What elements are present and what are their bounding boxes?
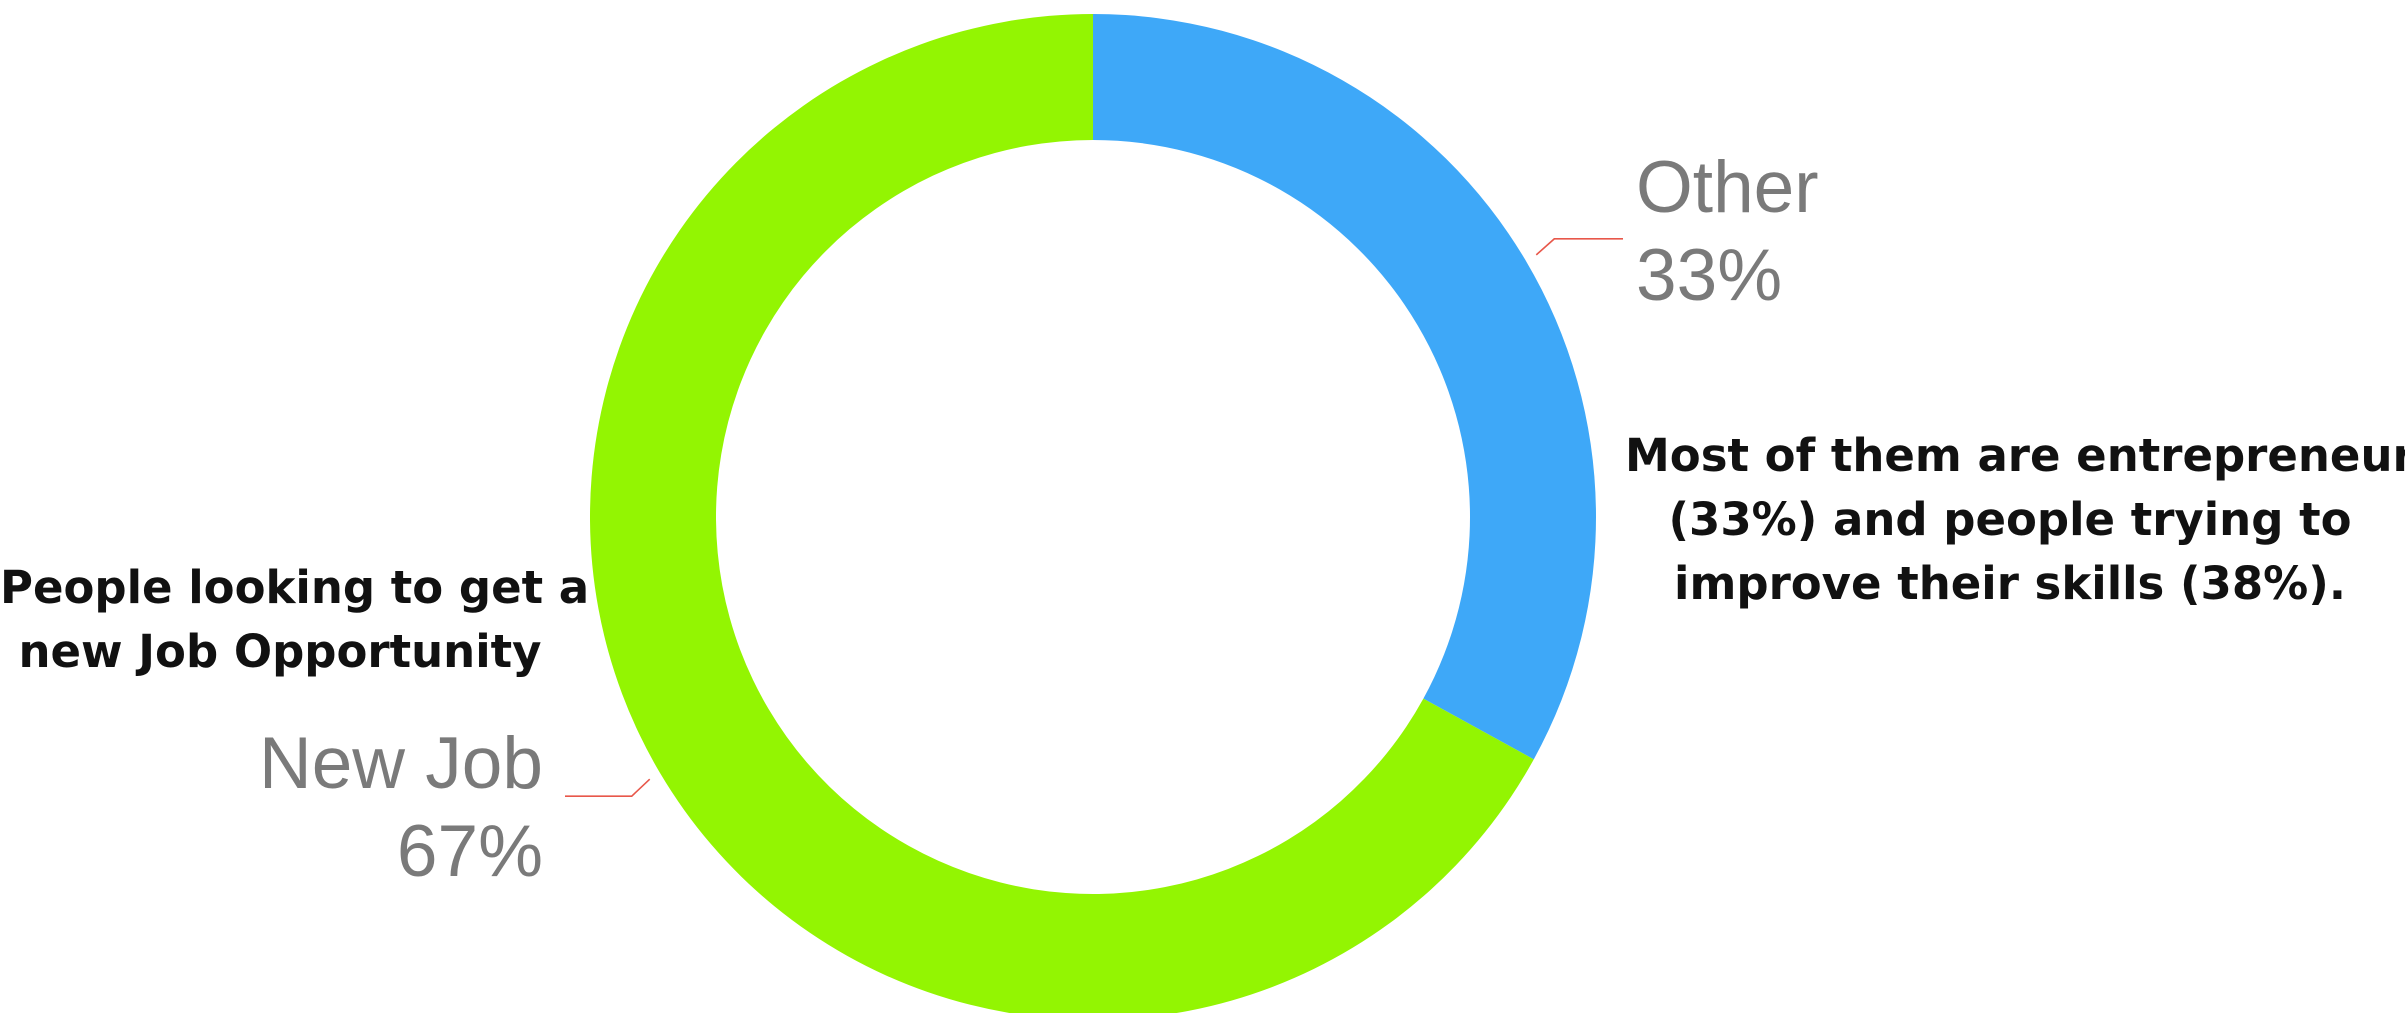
slice-percent-new-job: 67% xyxy=(396,811,543,892)
slice-name-new-job: New Job xyxy=(258,723,543,804)
annotation-right: Most of them are entrepreneurs (33%) and… xyxy=(1625,424,2405,616)
annotation-left: People looking to get a new Job Opportun… xyxy=(0,556,590,684)
annotation-right-line-3: improve their skills (38%). xyxy=(1674,557,2346,610)
leader-line-other xyxy=(1535,238,1623,256)
slice-label-other: Other 33% xyxy=(1636,144,1819,320)
annotation-right-line-2: (33%) and people trying to xyxy=(1668,493,2352,546)
slice-name-other: Other xyxy=(1636,147,1819,228)
slices-group xyxy=(590,14,1596,1013)
leader-line-new-job xyxy=(565,778,651,797)
slice-other xyxy=(1093,14,1596,760)
annotation-right-line-1: Most of them are entrepreneurs xyxy=(1625,429,2405,482)
slice-percent-other: 33% xyxy=(1636,235,1783,316)
leader-lines xyxy=(565,238,1623,797)
annotation-left-line-2: new Job Opportunity xyxy=(18,625,542,678)
slice-label-new-job: New Job 67% xyxy=(259,720,543,896)
annotation-left-line-1: People looking to get a xyxy=(0,561,590,614)
